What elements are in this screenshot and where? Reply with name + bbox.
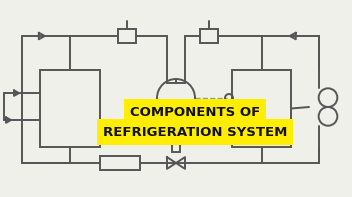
Text: REFRIGERATION SYSTEM: REFRIGERATION SYSTEM — [103, 125, 287, 138]
Text: COMPONENTS OF: COMPONENTS OF — [130, 106, 260, 119]
Bar — [118, 29, 136, 43]
Bar — [200, 29, 218, 43]
Bar — [232, 70, 291, 147]
Bar — [40, 70, 100, 147]
Bar — [172, 144, 180, 152]
Bar — [100, 156, 140, 170]
